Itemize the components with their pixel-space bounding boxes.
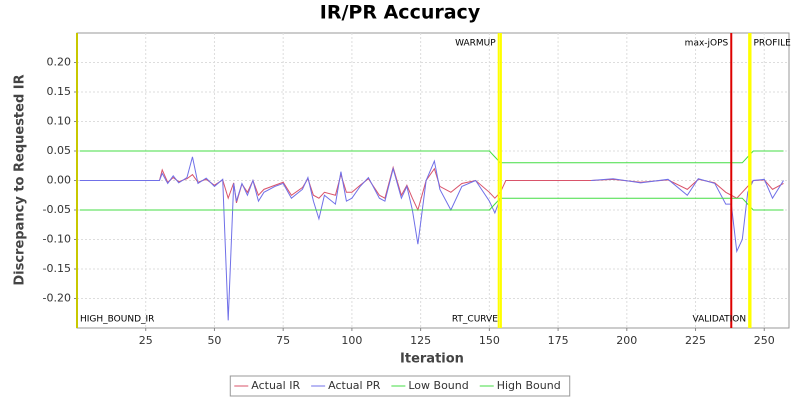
- marker-label: WARMUP: [455, 39, 496, 49]
- marker-label: HIGH_BOUND_IR: [80, 315, 154, 325]
- x-tick-label: 25: [139, 334, 153, 347]
- legend-label: Actual IR: [251, 379, 300, 392]
- legend-label: Actual PR: [328, 379, 381, 392]
- x-tick-label: 125: [410, 334, 431, 347]
- y-tick-label: 0.10: [47, 115, 72, 128]
- y-tick-label: 0.00: [47, 174, 72, 187]
- chart-title: IR/PR Accuracy: [320, 2, 481, 24]
- y-tick-label: -0.20: [43, 292, 71, 305]
- x-tick-label: 225: [685, 334, 706, 347]
- x-axis-label: Iteration: [400, 352, 464, 367]
- y-tick-label: 0.15: [47, 85, 72, 98]
- y-axis-label: Discrepancy to Requested IR: [13, 74, 28, 285]
- y-tick-label: -0.15: [43, 262, 71, 275]
- y-tick-label: -0.05: [43, 203, 71, 216]
- legend-label: Low Bound: [408, 379, 468, 392]
- marker-label: VALIDATION: [693, 315, 747, 325]
- marker-label: RT_CURVE: [452, 315, 498, 325]
- x-tick-label: 175: [548, 334, 569, 347]
- x-tick-label: 75: [276, 334, 290, 347]
- legend-label: High Bound: [497, 379, 561, 392]
- y-tick-label: 0.05: [47, 144, 72, 157]
- series-line: [79, 156, 784, 321]
- x-tick-label: 250: [754, 334, 775, 347]
- marker-label: PROFILE: [754, 39, 792, 49]
- marker-label: max-jOPS: [685, 39, 729, 49]
- y-tick-label: 0.20: [47, 56, 72, 69]
- x-tick-label: 150: [479, 334, 500, 347]
- y-tick-label: -0.10: [43, 233, 71, 246]
- x-tick-label: 200: [616, 334, 637, 347]
- x-tick-label: 50: [207, 334, 221, 347]
- series-line: [79, 150, 784, 164]
- series-line: [79, 197, 784, 211]
- x-tick-label: 100: [341, 334, 362, 347]
